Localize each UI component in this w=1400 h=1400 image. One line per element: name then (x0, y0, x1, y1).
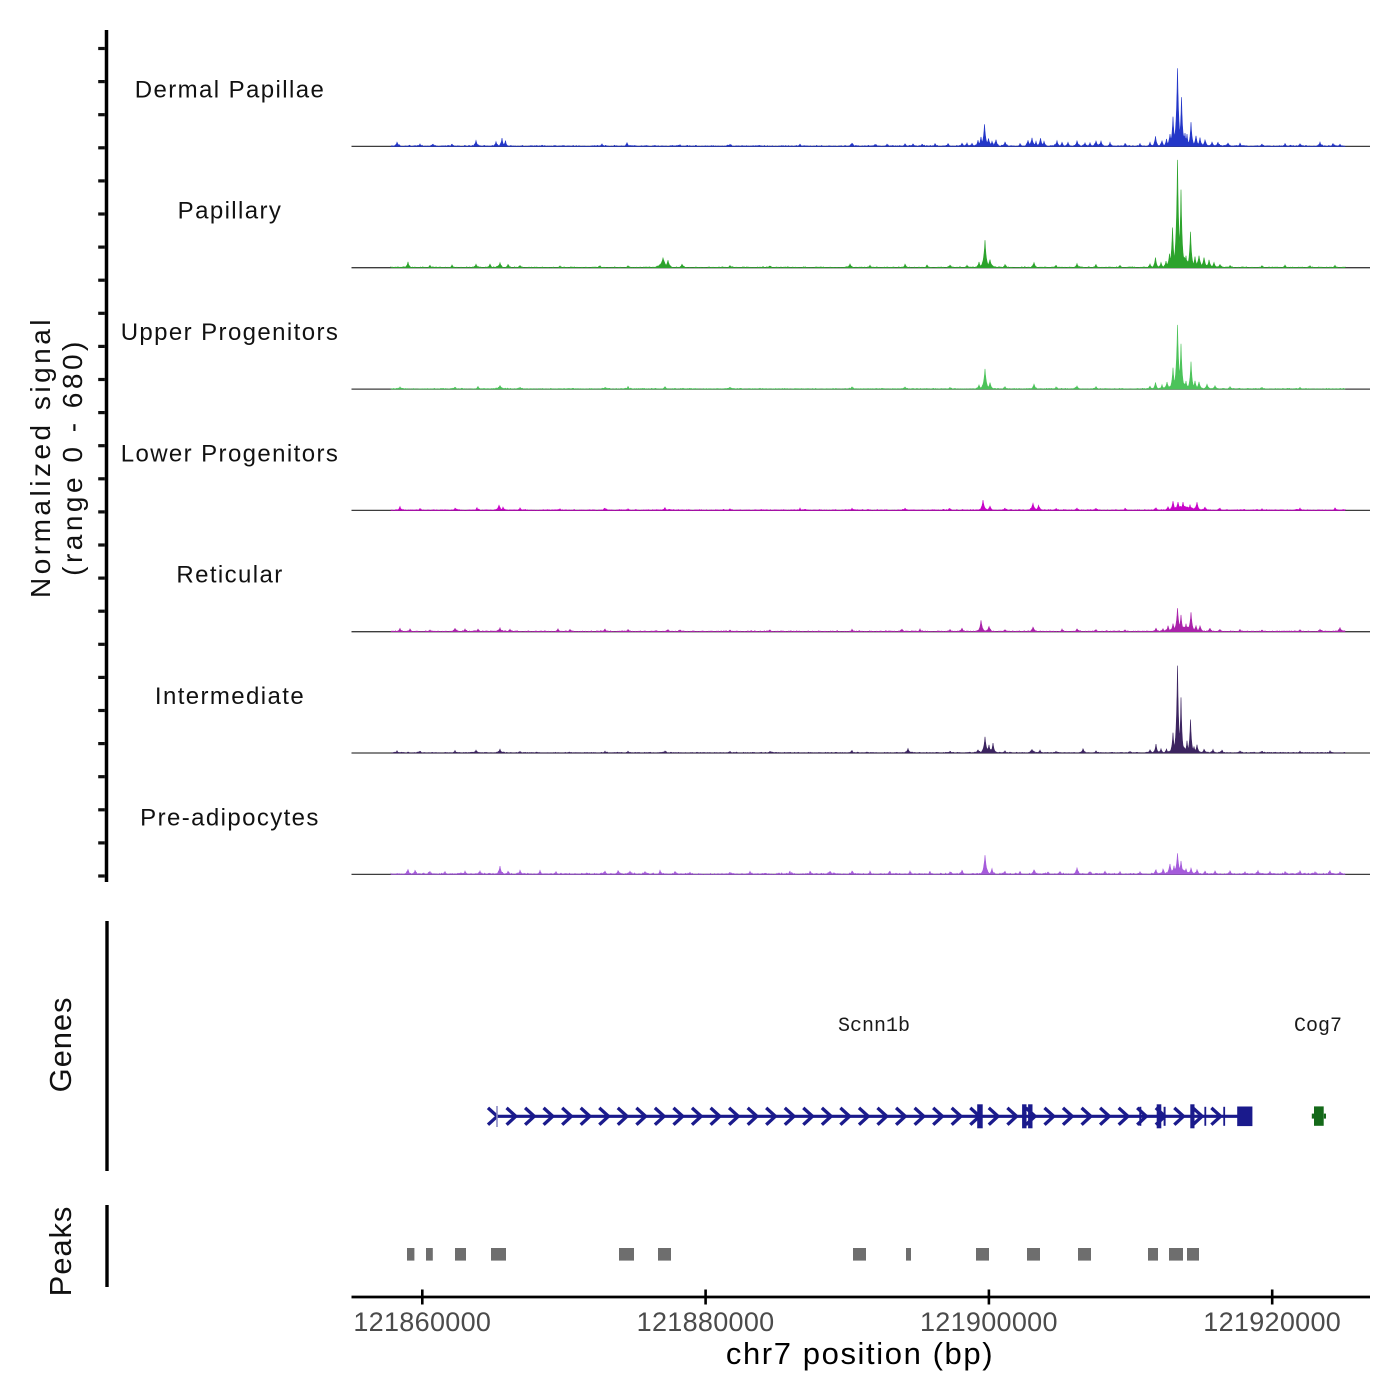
svg-text:chr7 position (bp): chr7 position (bp) (726, 1336, 994, 1371)
svg-text:Intermediate: Intermediate (155, 683, 305, 710)
svg-text:121920000: 121920000 (1203, 1307, 1341, 1337)
svg-text:121880000: 121880000 (637, 1307, 775, 1337)
svg-text:Cog7: Cog7 (1294, 1015, 1342, 1038)
svg-text:Lower Progenitors: Lower Progenitors (121, 440, 340, 467)
svg-text:(range 0 - 680): (range 0 - 680) (57, 338, 88, 576)
svg-text:121900000: 121900000 (920, 1307, 1058, 1337)
svg-text:Upper Progenitors: Upper Progenitors (121, 319, 340, 346)
svg-text:Normalized signal: Normalized signal (25, 316, 56, 598)
svg-text:Papillary: Papillary (178, 198, 283, 225)
svg-text:121860000: 121860000 (353, 1307, 491, 1337)
svg-text:Dermal Papillae: Dermal Papillae (135, 76, 325, 103)
svg-text:Peaks: Peaks (43, 1206, 78, 1297)
svg-text:Scnn1b: Scnn1b (838, 1015, 910, 1038)
svg-text:Reticular: Reticular (176, 562, 283, 589)
svg-text:Pre-adipocytes: Pre-adipocytes (140, 804, 320, 831)
svg-text:Genes: Genes (43, 997, 78, 1093)
